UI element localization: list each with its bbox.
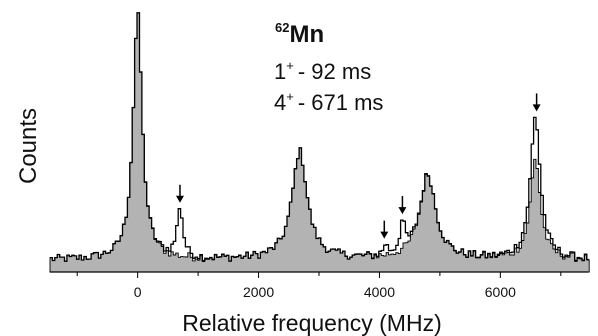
peak-arrow-head <box>532 104 541 112</box>
state-1-label: 1+ - 92 ms <box>274 58 371 84</box>
peak-arrow-head <box>175 195 184 203</box>
state-2-label: 4+ - 671 ms <box>274 89 383 115</box>
isotope-symbol: Mn <box>289 21 324 48</box>
annotation-block: 62Mn 1+ - 92 ms 4+ - 671 ms <box>274 20 383 115</box>
histogram-filled <box>49 12 590 273</box>
state-1-parity: + <box>286 58 294 73</box>
state-2-spin: 4 <box>274 90 286 115</box>
state-2-lifetime: - 671 ms <box>298 90 384 115</box>
x-tick-label: 4000 <box>364 284 395 300</box>
x-tick-label: 6000 <box>485 284 516 300</box>
peak-arrow-head <box>398 207 407 215</box>
y-axis-label: Counts <box>15 108 42 184</box>
state-1-spin: 1 <box>274 59 286 84</box>
histogram-outline <box>50 12 590 262</box>
isotope-mass: 62 <box>275 20 289 35</box>
isotope-label: 62Mn <box>275 20 324 48</box>
state-1-lifetime: - 92 ms <box>298 59 371 84</box>
peak-arrow-head <box>380 231 389 239</box>
x-axis-label: Relative frequency (MHz) <box>182 310 441 336</box>
x-tick-label: 2000 <box>243 284 274 300</box>
plot-area: 0 2000 4000 6000 <box>49 12 590 300</box>
x-tick-label: 0 <box>134 284 142 300</box>
state-2-parity: + <box>286 89 294 104</box>
